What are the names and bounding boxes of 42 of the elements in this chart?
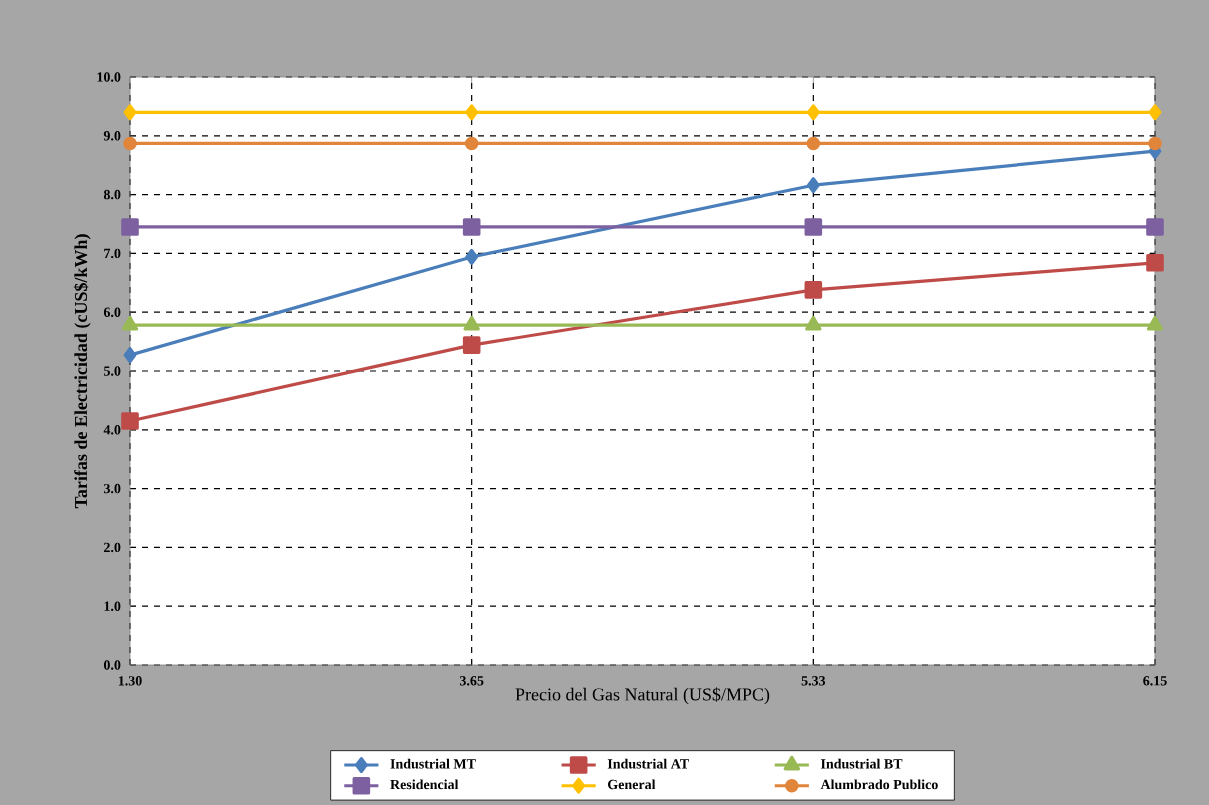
y-tick-label: 2.0 <box>104 542 121 553</box>
y-tick-label: 1.0 <box>104 601 121 611</box>
point <box>465 104 479 121</box>
x-tick-label: 3.65 <box>459 676 484 686</box>
point <box>462 336 481 354</box>
point <box>1148 104 1162 121</box>
legend-label: Industrial MT <box>390 758 476 769</box>
y-tick-label: 0.0 <box>103 660 121 670</box>
point <box>123 136 137 151</box>
point <box>121 218 139 236</box>
y-tick-label: 3.0 <box>103 483 121 494</box>
point <box>1146 218 1164 236</box>
point <box>465 248 479 265</box>
point <box>123 104 137 121</box>
legend-label: General <box>608 779 656 790</box>
legend-label: Alumbrado Publico <box>820 779 938 790</box>
legend-label: Residencial <box>390 779 459 790</box>
legend-label: Industrial AT <box>607 758 689 769</box>
point <box>1146 254 1164 272</box>
point <box>464 136 479 151</box>
point <box>1148 136 1162 151</box>
point <box>121 412 139 430</box>
point <box>804 218 823 236</box>
y-tick-label: 9.0 <box>103 131 121 141</box>
x-tick-label: 1.30 <box>118 676 142 686</box>
x-tick-label: 5.33 <box>801 676 826 686</box>
x-axis-title: Precio del Gas Natural (US$/MPC) <box>515 687 770 705</box>
point <box>123 347 137 364</box>
point <box>804 281 823 299</box>
point <box>462 218 481 236</box>
y-axis-title: Tarifas de Electricidad (cUS$/kWh) <box>73 234 91 509</box>
x-tick-label: 6.15 <box>1143 676 1167 686</box>
y-tick-label: 8.0 <box>103 189 121 200</box>
y-tick-label: 5.0 <box>104 366 121 376</box>
y-tick-label: 6.0 <box>103 307 121 317</box>
y-tick-label: 7.0 <box>104 248 121 259</box>
legend-label: Industrial BT <box>820 758 903 769</box>
point <box>806 104 820 121</box>
y-tick-label: 10.0 <box>97 72 121 82</box>
point <box>806 136 821 151</box>
point <box>806 177 820 194</box>
y-tick-label: 4.0 <box>103 425 121 435</box>
